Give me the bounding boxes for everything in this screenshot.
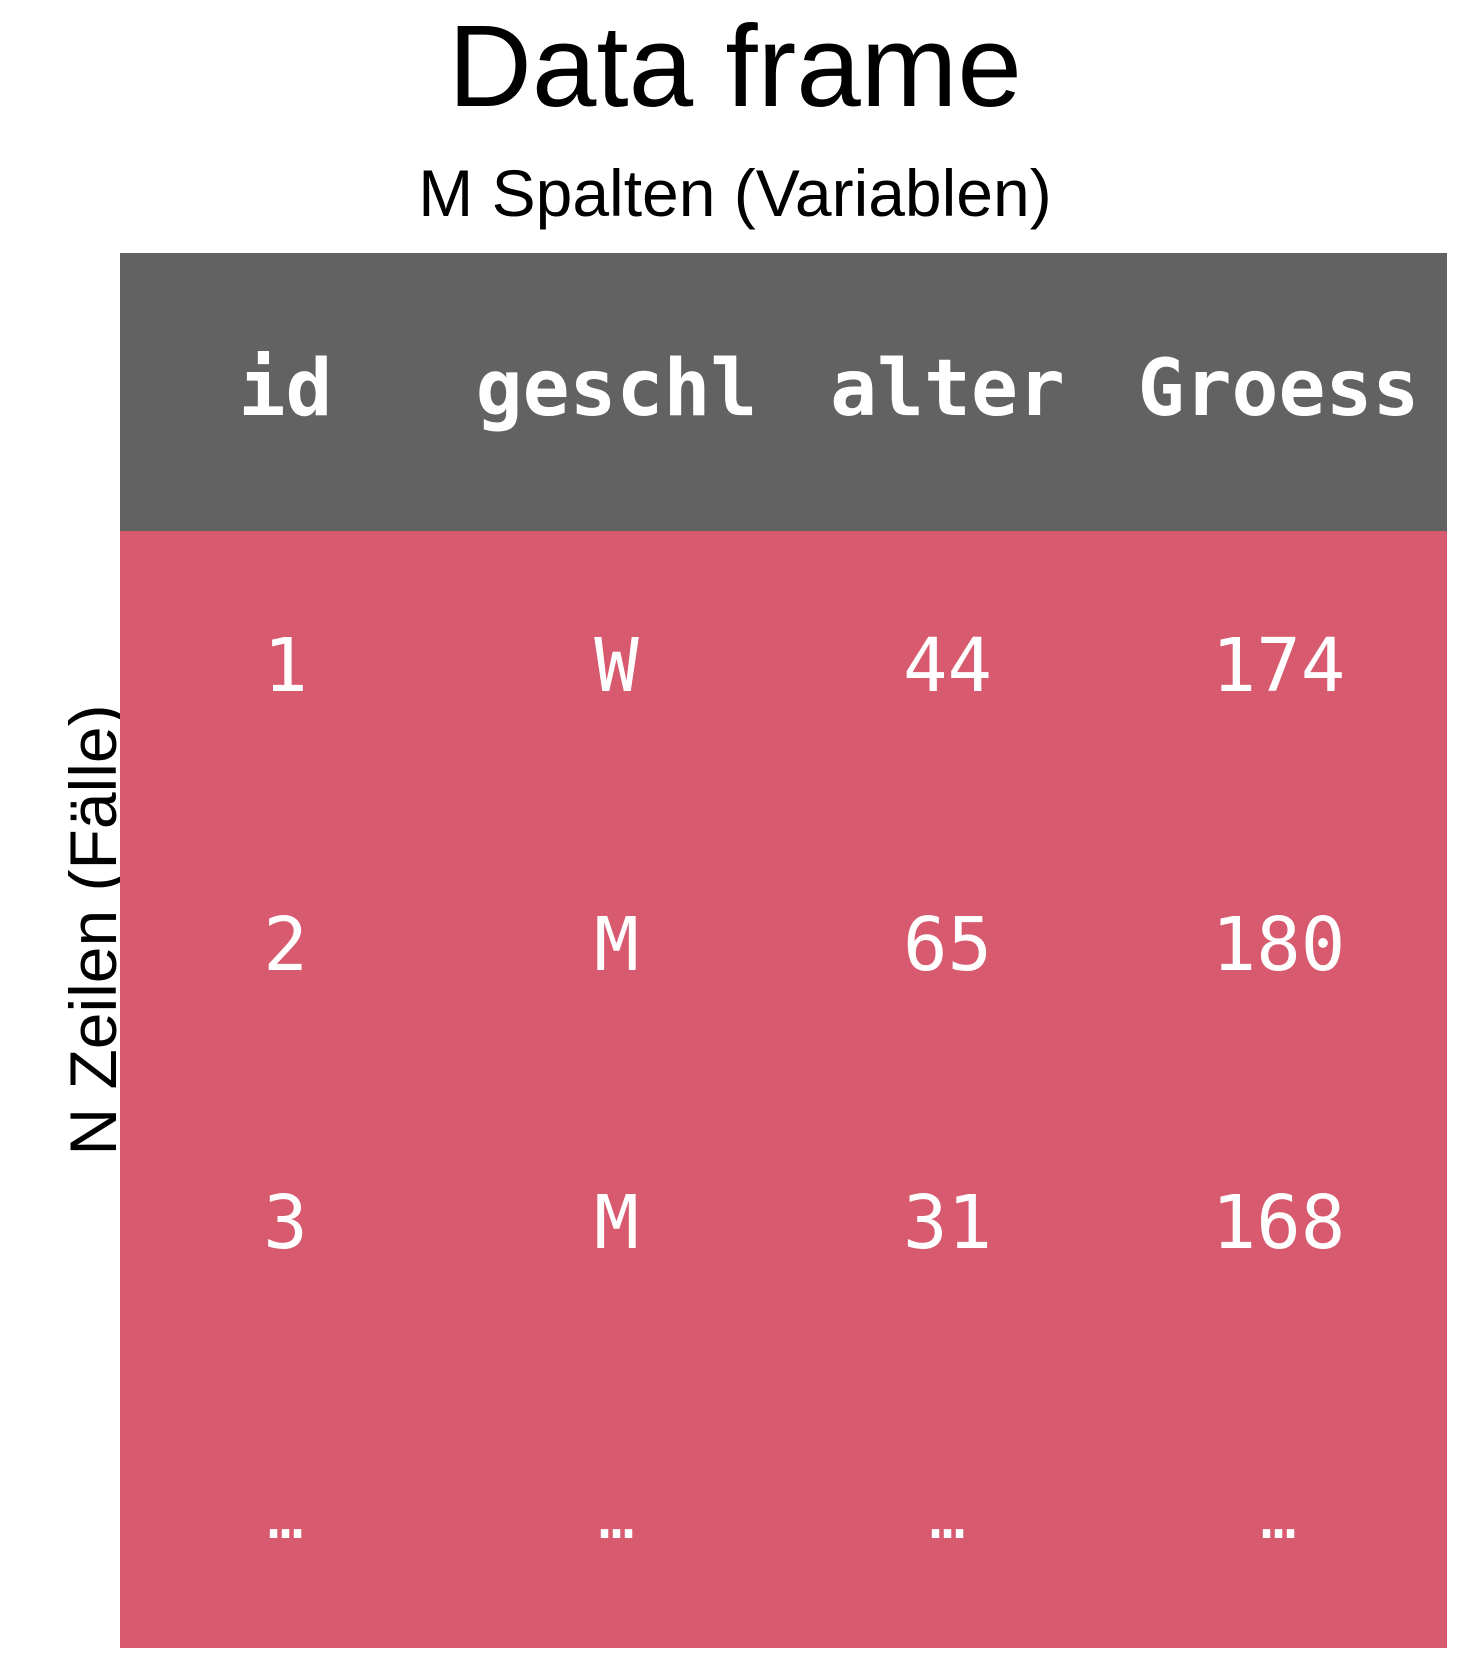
body-band: [120, 531, 1447, 1648]
table-cell: 1: [263, 623, 308, 709]
column-header-geschl: geschl: [475, 344, 758, 434]
ellipsis-cell: …: [1260, 1483, 1297, 1553]
diagram-title: Data frame: [448, 1, 1022, 131]
table-cell: 2: [263, 902, 308, 988]
table-cell: W: [594, 623, 639, 709]
table-cell: 31: [902, 1180, 993, 1266]
table-cell: 168: [1211, 1180, 1346, 1266]
table-cell: 65: [902, 902, 993, 988]
columns-label: M Spalten (Variablen): [418, 156, 1052, 230]
table-cell: 180: [1211, 902, 1346, 988]
table-cell: M: [594, 1180, 639, 1266]
column-header-groess: Groess: [1137, 344, 1420, 434]
table-cell: M: [594, 902, 639, 988]
data-frame-table: id geschl alter Groess 1 W 44 174 2 M 65…: [120, 253, 1447, 1648]
ellipsis-cell: …: [929, 1483, 966, 1553]
table-cell: 3: [263, 1180, 308, 1266]
ellipsis-cell: …: [598, 1483, 635, 1553]
table-cell: 44: [902, 623, 993, 709]
rows-label: N Zeilen (Fälle): [56, 704, 130, 1156]
ellipsis-cell: …: [267, 1483, 304, 1553]
header-band: [120, 253, 1447, 531]
table-cell: 174: [1211, 623, 1346, 709]
column-header-alter: alter: [830, 344, 1065, 434]
column-header-id: id: [238, 344, 333, 434]
